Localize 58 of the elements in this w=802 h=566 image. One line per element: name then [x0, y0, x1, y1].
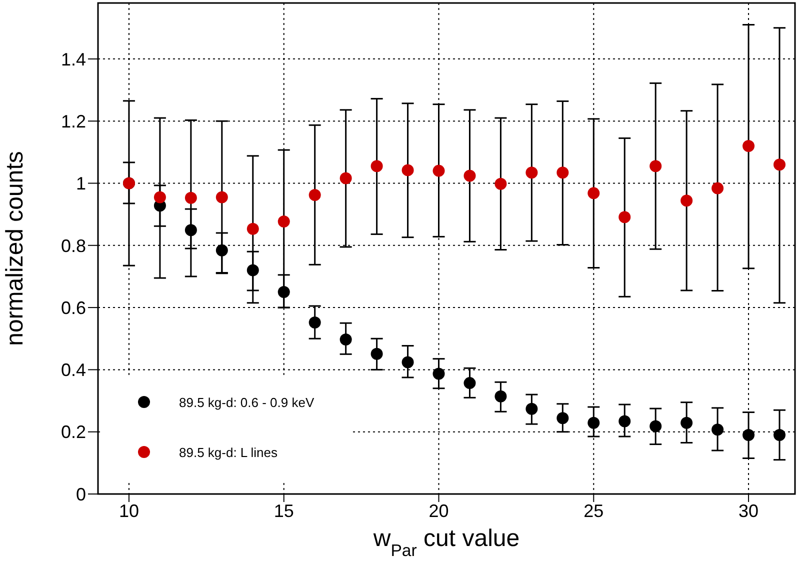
point — [402, 164, 414, 176]
point — [464, 377, 476, 390]
point — [370, 160, 383, 172]
point — [526, 402, 538, 415]
point — [774, 158, 786, 171]
y-tick-label: 1 — [76, 174, 86, 194]
point — [432, 368, 445, 380]
point — [556, 166, 569, 179]
point — [402, 356, 414, 368]
point — [774, 428, 786, 441]
point — [216, 244, 228, 256]
point — [216, 191, 228, 204]
point — [618, 211, 631, 224]
point — [432, 164, 445, 177]
point — [370, 348, 383, 360]
point — [464, 170, 476, 182]
point — [154, 191, 166, 204]
point — [340, 334, 352, 346]
point — [184, 224, 197, 236]
point — [650, 160, 662, 172]
point — [742, 428, 755, 441]
x-tick-label: 25 — [584, 500, 604, 521]
y-axis-title: normalized counts — [2, 151, 29, 346]
y-tick-label: 0.8 — [60, 236, 86, 256]
point — [184, 192, 197, 204]
x-tick-label: 30 — [738, 500, 759, 521]
legend-label: 89.5 kg-d: 0.6 - 0.9 keV — [179, 394, 314, 410]
y-tick-label: 0.4 — [60, 360, 86, 380]
point — [340, 172, 352, 184]
point — [246, 264, 259, 276]
point — [494, 178, 507, 190]
point — [712, 182, 724, 194]
y-tick-label: 1.4 — [60, 49, 86, 70]
point — [308, 316, 321, 328]
point — [680, 194, 693, 207]
point — [742, 140, 755, 152]
point — [712, 424, 724, 436]
point — [588, 187, 600, 200]
point — [588, 416, 600, 429]
point — [650, 420, 662, 432]
y-tick-label: 0 — [76, 484, 86, 504]
x-tick-label: 20 — [428, 500, 449, 521]
y-tick-label: 1.2 — [60, 111, 86, 132]
point — [526, 166, 538, 179]
point — [308, 189, 321, 202]
point — [556, 412, 569, 424]
x-tick-label: 10 — [118, 500, 139, 521]
y-tick-label: 0.2 — [60, 422, 86, 442]
x-axis-title: w$_{Par}$ cut value — [372, 525, 520, 560]
point — [278, 286, 290, 298]
point — [278, 215, 290, 228]
point — [680, 416, 693, 429]
point — [618, 415, 631, 428]
legend-label: 89.5 kg-d: L lines — [179, 444, 278, 460]
point — [494, 390, 507, 402]
x-tick-label: 15 — [274, 500, 294, 521]
y-tick-label: 0.6 — [60, 298, 86, 318]
point — [246, 222, 259, 235]
